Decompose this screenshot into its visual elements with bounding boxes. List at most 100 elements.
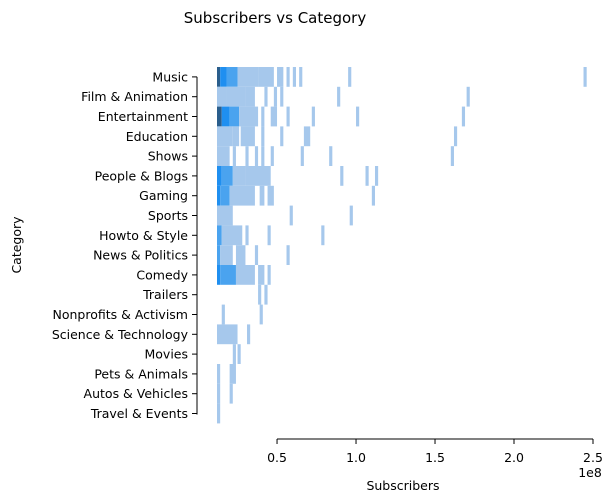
heatmap-cell bbox=[267, 185, 274, 206]
heatmap-cell bbox=[270, 146, 274, 166]
x-scale-label: 1e8 bbox=[578, 465, 602, 480]
heatmap-cell bbox=[583, 67, 587, 87]
heatmap-cell bbox=[267, 265, 271, 285]
heatmap-cell bbox=[258, 67, 274, 87]
x-tick-label: 1.0 bbox=[346, 450, 366, 465]
y-axis: Music Film & Animation Entertainment Educat… bbox=[52, 69, 198, 421]
heatmap-cell bbox=[245, 225, 249, 246]
heatmap-cell bbox=[371, 185, 375, 206]
heatmap-cell bbox=[217, 146, 230, 166]
heatmap-cell bbox=[466, 86, 470, 107]
heatmap-cell bbox=[232, 126, 240, 147]
heatmap-cell bbox=[264, 86, 268, 107]
heatmap-cell bbox=[226, 67, 238, 87]
heatmap-cell bbox=[299, 67, 303, 87]
y-tick-label: Education bbox=[126, 129, 188, 144]
y-tick-label: Shows bbox=[148, 149, 188, 164]
heatmap-cell bbox=[245, 146, 249, 166]
heatmap-cell bbox=[217, 324, 238, 345]
heatmap-cell bbox=[289, 205, 293, 226]
heatmap-cell bbox=[258, 284, 262, 305]
heatmap-cell bbox=[286, 67, 290, 87]
y-tick-label: Sports bbox=[148, 208, 188, 223]
heatmap-cell bbox=[217, 67, 221, 87]
heatmap-cell bbox=[217, 245, 221, 265]
heatmap-cell bbox=[217, 403, 221, 424]
y-tick-label: Autos & Vehicles bbox=[84, 386, 188, 401]
y-tick-label: Howto & Style bbox=[99, 228, 188, 243]
heatmap-cell bbox=[217, 383, 221, 404]
heatmap-cell bbox=[237, 67, 259, 87]
y-tick-label: News & Politics bbox=[93, 248, 188, 263]
heatmap-cell bbox=[348, 67, 352, 87]
heatmap-cell bbox=[292, 67, 296, 87]
heatmap-cell bbox=[217, 86, 227, 107]
heatmap-cell bbox=[232, 166, 246, 186]
heatmap-cell bbox=[237, 344, 241, 364]
heatmap-cell bbox=[217, 265, 221, 285]
heatmap-cell bbox=[267, 225, 271, 246]
heatmap-cell bbox=[217, 126, 233, 147]
heatmap-cell bbox=[232, 146, 236, 166]
heatmap-cell bbox=[286, 245, 290, 265]
heatmap-cell bbox=[220, 245, 233, 265]
y-tick-label: Comedy bbox=[136, 267, 188, 282]
heatmap-cell bbox=[217, 364, 221, 384]
x-tick-label: 2.0 bbox=[504, 450, 524, 465]
x-tick-label: 1.5 bbox=[425, 450, 445, 465]
chart-title: Subscribers vs Category bbox=[184, 9, 367, 27]
heatmap-cell bbox=[220, 185, 230, 206]
plot-area bbox=[217, 67, 587, 424]
heatmap-cell bbox=[277, 67, 284, 87]
heatmap-cell bbox=[232, 344, 236, 364]
heatmap-cell bbox=[461, 106, 466, 127]
y-tick-label: Trailers bbox=[142, 287, 188, 302]
y-tick-label: Entertainment bbox=[98, 109, 188, 124]
heatmap-cell bbox=[311, 106, 315, 127]
heatmap-cell bbox=[259, 304, 263, 325]
heatmap-cell bbox=[349, 205, 353, 226]
heatmap-cell bbox=[247, 324, 251, 345]
y-tick-label: Nonprofits & Activism bbox=[53, 307, 189, 322]
y-tick-label: Film & Animation bbox=[81, 89, 188, 104]
heatmap-cell bbox=[259, 185, 265, 206]
heatmap-cell bbox=[217, 225, 222, 246]
heatmap-cell bbox=[217, 166, 222, 186]
heatmap-cell bbox=[245, 86, 255, 107]
y-axis-label: Category bbox=[9, 216, 24, 274]
y-tick-label: Movies bbox=[144, 347, 188, 362]
heatmap-cell bbox=[235, 245, 246, 265]
heatmap-cell bbox=[261, 106, 265, 127]
heatmap-cell bbox=[453, 126, 458, 147]
heatmap-cell bbox=[220, 67, 227, 87]
heatmap-cell bbox=[280, 126, 284, 147]
heatmap-cell bbox=[273, 86, 278, 107]
heatmap-cell bbox=[261, 146, 265, 166]
heatmap-cell bbox=[229, 185, 255, 206]
heatmap-cell bbox=[240, 126, 255, 147]
y-tick-label: Music bbox=[152, 69, 188, 84]
heatmap-cell bbox=[340, 166, 344, 186]
heatmap-cell bbox=[254, 245, 259, 265]
x-tick-label: 2.5 bbox=[583, 450, 603, 465]
heatmap-cell bbox=[356, 106, 360, 127]
heatmap-cell bbox=[221, 304, 225, 325]
heatmap-cell bbox=[217, 205, 233, 226]
heatmap-cell bbox=[229, 383, 233, 404]
heatmap-cell bbox=[226, 86, 246, 107]
y-tick-label: Science & Technology bbox=[52, 327, 189, 342]
heatmap-cell bbox=[217, 185, 221, 206]
heatmap-cell bbox=[300, 146, 304, 166]
heatmap-cell bbox=[270, 106, 278, 127]
y-tick-label: Travel & Events bbox=[90, 406, 188, 421]
heatmap-cell bbox=[321, 225, 325, 246]
heatmap-cell bbox=[235, 265, 255, 285]
heatmap-cell bbox=[239, 106, 259, 127]
heatmap-cell bbox=[286, 106, 290, 127]
y-tick-label: People & Blogs bbox=[95, 168, 188, 183]
heatmap-cell bbox=[220, 265, 236, 285]
y-tick-label: Pets & Animals bbox=[94, 366, 188, 381]
heatmap-cell bbox=[229, 106, 240, 127]
heatmap-cell bbox=[221, 106, 230, 127]
